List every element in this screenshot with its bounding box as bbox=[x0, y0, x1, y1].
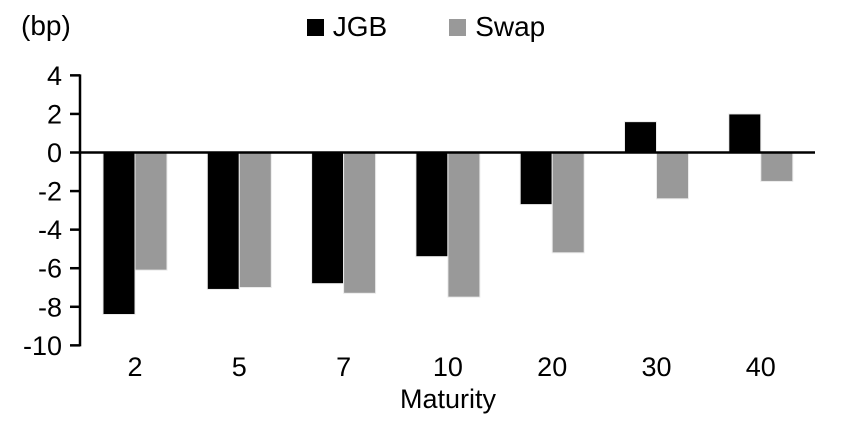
y-axis-unit-label: (bp) bbox=[21, 10, 71, 41]
y-tick-label-4: 4 bbox=[47, 61, 62, 91]
x-axis-title: Maturity bbox=[399, 384, 497, 414]
bar-jgb-40 bbox=[728, 113, 762, 154]
bar-swap-2 bbox=[134, 152, 168, 271]
bar-jgb-7 bbox=[311, 152, 345, 285]
bar-swap-7 bbox=[343, 152, 377, 294]
x-tick-label-20: 20 bbox=[537, 352, 567, 382]
y-tick-label--8: -8 bbox=[38, 292, 62, 322]
bar-swap-30 bbox=[656, 152, 689, 200]
y-tick-label-0: 0 bbox=[47, 138, 62, 168]
bar-jgb-20 bbox=[519, 152, 553, 206]
bar-swap-5 bbox=[238, 152, 272, 288]
swap-swatch-icon bbox=[449, 18, 467, 36]
legend: JGB Swap bbox=[0, 11, 852, 43]
bar-jgb-5 bbox=[206, 152, 240, 290]
y-tick-label--10: -10 bbox=[23, 331, 62, 361]
jgb-swatch-icon bbox=[306, 18, 324, 36]
bar-swap-10 bbox=[447, 152, 481, 298]
x-tick-label-2: 2 bbox=[127, 352, 142, 382]
bar-swap-20 bbox=[551, 152, 585, 254]
bar-jgb-10 bbox=[415, 152, 449, 258]
bar-jgb-30 bbox=[624, 121, 657, 154]
y-tick-label--2: -2 bbox=[38, 177, 62, 207]
legend-label-jgb: JGB bbox=[332, 11, 388, 42]
legend-item-jgb: JGB bbox=[306, 11, 388, 43]
x-tick-label-7: 7 bbox=[336, 352, 351, 382]
y-tick-label--6: -6 bbox=[38, 254, 62, 284]
bar-swap-40 bbox=[760, 152, 794, 182]
bar-jgb-2 bbox=[102, 152, 136, 315]
x-tick-label-30: 30 bbox=[641, 352, 671, 382]
x-tick-label-10: 10 bbox=[433, 352, 463, 382]
x-tick-label-40: 40 bbox=[746, 352, 776, 382]
legend-label-swap: Swap bbox=[475, 11, 546, 42]
legend-item-swap: Swap bbox=[449, 11, 545, 43]
x-tick-label-5: 5 bbox=[232, 352, 247, 382]
y-tick-label-2: 2 bbox=[47, 99, 62, 129]
y-tick-label--4: -4 bbox=[38, 215, 62, 245]
